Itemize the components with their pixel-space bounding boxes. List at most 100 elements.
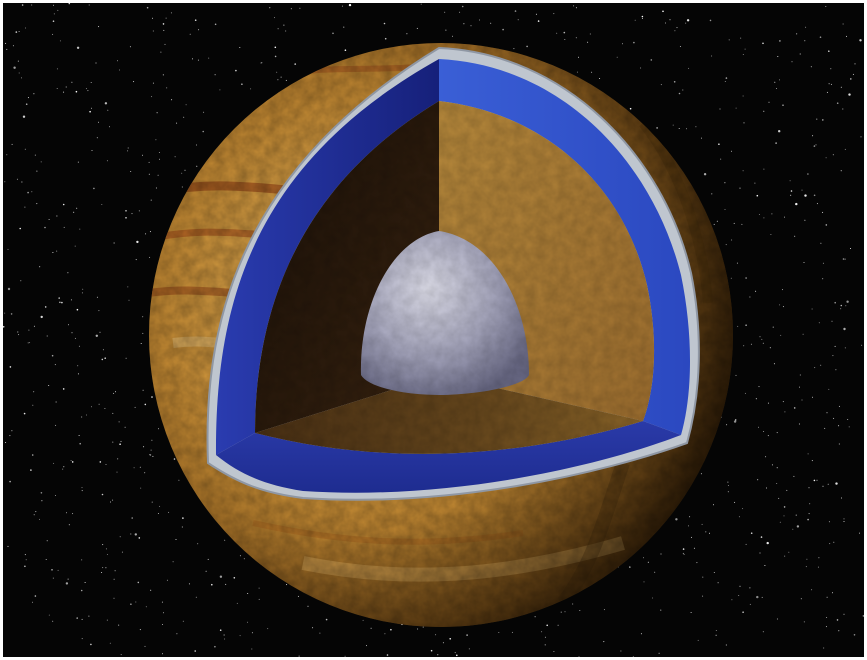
planet-cutaway-illustration (3, 3, 864, 657)
star (825, 157, 827, 159)
star (149, 231, 151, 233)
star (52, 620, 54, 622)
star (12, 45, 14, 47)
star (183, 116, 185, 118)
star (799, 53, 801, 55)
star (685, 22, 687, 24)
star (57, 569, 59, 571)
star (142, 316, 144, 318)
star (5, 42, 7, 44)
star (171, 99, 173, 101)
star (831, 320, 833, 322)
star (112, 441, 114, 443)
star (62, 388, 65, 390)
star (214, 23, 217, 26)
star (152, 17, 153, 19)
star (739, 187, 741, 189)
star (219, 575, 223, 578)
star (660, 553, 662, 555)
star (110, 501, 111, 503)
star (235, 69, 237, 72)
star (125, 210, 127, 212)
star (136, 240, 139, 244)
star (4, 181, 6, 183)
star (697, 639, 699, 641)
star (163, 29, 165, 31)
star (116, 471, 118, 473)
star (859, 532, 860, 534)
star (511, 631, 513, 633)
star (718, 143, 720, 145)
star (784, 411, 786, 413)
star (16, 178, 18, 180)
star (775, 142, 777, 144)
star (805, 26, 807, 28)
star (576, 71, 578, 73)
star (40, 161, 42, 163)
star (127, 150, 129, 152)
star (7, 287, 11, 291)
star (117, 60, 118, 62)
star (35, 511, 37, 513)
star (796, 525, 800, 528)
star (731, 239, 733, 241)
star (665, 22, 666, 24)
star (223, 634, 225, 636)
star (75, 90, 78, 93)
star (72, 513, 74, 515)
star (756, 194, 759, 197)
star (95, 334, 99, 337)
star (146, 6, 149, 9)
star (46, 335, 48, 337)
star (842, 108, 844, 110)
star (40, 315, 43, 319)
star (86, 414, 87, 416)
star (603, 609, 605, 611)
star (163, 612, 164, 614)
star (51, 354, 54, 357)
star (734, 419, 737, 421)
star (81, 292, 83, 294)
star (251, 648, 253, 650)
star (822, 211, 824, 213)
star (818, 557, 820, 559)
star (57, 9, 59, 11)
star (65, 582, 69, 585)
star (640, 633, 642, 635)
star (701, 137, 702, 139)
star (629, 107, 632, 110)
star (776, 88, 777, 89)
star (782, 401, 784, 403)
star (113, 597, 115, 599)
star (640, 67, 642, 69)
star (151, 439, 153, 441)
star (688, 67, 690, 69)
star (91, 406, 92, 408)
star (724, 182, 726, 184)
star (67, 578, 69, 580)
star (859, 39, 862, 42)
star (652, 597, 654, 599)
star (176, 122, 178, 124)
star (739, 585, 741, 587)
star (449, 638, 452, 640)
star (689, 516, 691, 518)
star (778, 497, 780, 499)
star (862, 615, 864, 617)
star (830, 68, 832, 70)
star (207, 558, 209, 560)
star (808, 513, 810, 515)
star (758, 386, 760, 388)
star (466, 634, 468, 636)
star (181, 172, 183, 174)
star (138, 537, 141, 539)
star (564, 39, 566, 40)
star (24, 554, 26, 556)
star (52, 577, 54, 579)
star (80, 589, 83, 592)
star (832, 355, 834, 357)
star (656, 127, 658, 129)
ocean-layer-left (215, 59, 439, 455)
star (735, 374, 737, 376)
star (150, 199, 152, 201)
